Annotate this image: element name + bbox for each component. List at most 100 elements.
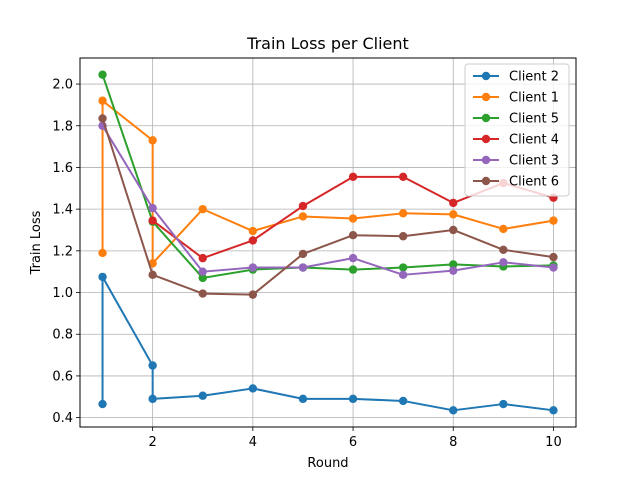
y-tick-label: 1.6 <box>52 161 73 176</box>
x-tick-label: 2 <box>149 435 157 450</box>
x-tick-label: 4 <box>249 435 257 450</box>
y-tick-label: 1.0 <box>52 286 73 301</box>
x-tick-label: 6 <box>349 435 357 450</box>
series-line <box>101 125 554 276</box>
data-point <box>98 399 107 409</box>
legend-label: Client 5 <box>509 112 559 127</box>
data-point <box>98 272 107 282</box>
data-point <box>348 231 358 240</box>
data-point <box>348 214 358 223</box>
data-point <box>148 136 157 145</box>
x-tick-label: 10 <box>545 435 562 450</box>
data-point <box>148 203 157 213</box>
data-point <box>398 263 408 272</box>
data-point <box>398 232 408 241</box>
legend-item: Client 4 <box>473 133 559 148</box>
chart-title: Train Loss per Client <box>246 34 409 53</box>
series-client-6 <box>98 114 558 299</box>
data-point <box>499 399 508 409</box>
y-tick-label: 0.8 <box>52 328 73 343</box>
legend-swatch-marker <box>481 176 491 186</box>
data-point <box>348 265 358 274</box>
data-point <box>298 212 308 221</box>
legend-swatch-marker <box>481 134 491 144</box>
data-point <box>549 252 558 262</box>
data-point <box>298 201 308 211</box>
y-tick-label: 0.6 <box>52 369 73 384</box>
data-point <box>148 216 157 225</box>
data-point <box>298 249 308 259</box>
data-point <box>198 204 207 214</box>
x-axis-title: Round <box>307 456 348 471</box>
data-point <box>98 70 107 79</box>
legend-item: Client 2 <box>473 70 559 85</box>
legend-label: Client 4 <box>509 133 559 148</box>
data-point <box>348 253 358 263</box>
data-point <box>148 361 157 370</box>
y-tick-label: 1.8 <box>52 119 73 134</box>
data-point <box>198 273 207 283</box>
data-point <box>398 396 408 406</box>
data-point <box>549 216 558 225</box>
ticks: 2 4 6 8 10 0.4 0.6 0.8 1.0 1.2 1.4 1.6 1.8 2.0 <box>52 78 561 450</box>
legend: Client 2 Client 1 Client 5 Client 4 Client 3… <box>464 63 570 197</box>
data-point <box>198 267 207 276</box>
data-point <box>148 394 157 404</box>
data-point <box>198 289 207 298</box>
data-point <box>499 224 508 234</box>
data-point <box>98 96 107 105</box>
series-client-3 <box>98 121 558 280</box>
data-point <box>449 406 458 415</box>
y-tick-label: 2.0 <box>52 78 73 93</box>
legend-item: Client 3 <box>473 154 559 169</box>
data-point <box>298 263 308 272</box>
data-point <box>549 263 558 272</box>
data-point <box>499 258 508 267</box>
legend-label: Client 2 <box>509 70 559 85</box>
series-line <box>101 275 554 412</box>
y-tick-label: 1.4 <box>52 203 73 218</box>
data-point <box>348 394 358 404</box>
data-point <box>449 210 458 219</box>
legend-item: Client 6 <box>473 175 559 190</box>
legend-label: Client 3 <box>509 154 559 169</box>
data-point <box>449 266 458 275</box>
data-point <box>248 226 258 236</box>
x-tick-label: 8 <box>449 435 457 450</box>
series-line <box>101 118 554 296</box>
y-axis-title: Train Loss <box>29 210 44 275</box>
legend-label: Client 1 <box>509 91 559 106</box>
data-point <box>298 394 308 404</box>
data-point <box>98 248 107 258</box>
plot-frame <box>79 57 577 428</box>
data-point <box>449 260 458 269</box>
data-point <box>449 198 458 208</box>
data-point <box>398 209 408 218</box>
data-point <box>398 270 408 280</box>
data-point <box>248 236 258 245</box>
series-line <box>101 74 554 279</box>
data-point <box>248 263 258 272</box>
data-point <box>198 391 207 400</box>
data-point <box>449 225 458 235</box>
legend-swatch-marker <box>481 155 491 165</box>
legend-swatch-marker <box>481 71 491 81</box>
series-client-2 <box>98 272 558 415</box>
grid <box>80 58 576 427</box>
data-point <box>248 384 258 393</box>
data-point <box>348 172 358 182</box>
data-point <box>499 245 508 254</box>
legend-item: Client 5 <box>473 112 559 127</box>
data-point <box>549 406 558 415</box>
legend-item: Client 1 <box>473 91 559 106</box>
legend-swatch-marker <box>481 92 491 102</box>
data-point <box>248 290 258 299</box>
data-point <box>398 172 408 182</box>
data-point <box>148 270 157 280</box>
legend-label: Client 6 <box>509 175 559 190</box>
data-point <box>98 114 107 123</box>
y-tick-label: 1.2 <box>52 244 73 259</box>
y-tick-label: 0.4 <box>52 411 73 426</box>
data-point <box>198 253 207 263</box>
